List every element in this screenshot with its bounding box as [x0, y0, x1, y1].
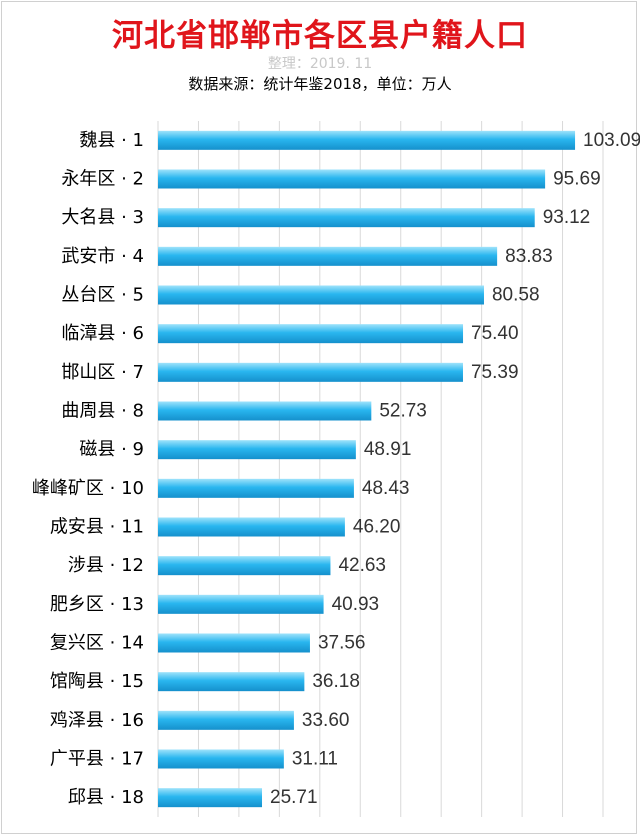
bar [158, 130, 576, 150]
category-label: 涉县 · 12 [68, 555, 144, 576]
value-label: 83.83 [505, 246, 553, 267]
value-label: 36.18 [312, 671, 360, 692]
value-label: 46.20 [353, 517, 401, 538]
bar [158, 517, 345, 537]
category-label: 广平县 · 17 [50, 749, 144, 770]
value-label: 40.93 [332, 594, 380, 615]
value-label: 75.39 [471, 362, 519, 383]
chart-compiled-date: 整理：2019. 11 [267, 56, 373, 72]
chart-source-note: 数据来源：统计年鉴2018，单位：万人 [188, 75, 452, 93]
bar [158, 594, 324, 614]
category-label: 魏县 · 1 [79, 130, 144, 151]
gridlines [157, 121, 604, 817]
value-label: 103.09 [583, 130, 640, 151]
bar [158, 246, 498, 266]
value-label: 33.60 [302, 710, 350, 731]
category-label: 邯山区 · 7 [61, 362, 144, 383]
category-labels: 魏县 · 1 永年区 · 2 大名县 · 3 武安市 · 4 丛台区 · 5 临漳县 · … [32, 130, 144, 808]
value-label: 31.11 [292, 749, 338, 770]
bar [158, 556, 331, 576]
category-label: 大名县 · 3 [61, 207, 144, 228]
value-label: 25.71 [270, 787, 318, 808]
bar [158, 169, 546, 189]
bar [158, 324, 464, 344]
category-label: 鸡泽县 · 16 [50, 710, 144, 731]
category-label: 曲周县 · 8 [61, 401, 144, 422]
category-label: 丛台区 · 5 [61, 285, 144, 306]
category-label: 馆陶县 · 15 [50, 671, 144, 692]
bar [158, 710, 294, 730]
category-label: 邱县 · 18 [68, 787, 144, 808]
category-label: 武安市 · 4 [61, 246, 144, 267]
value-label: 95.69 [553, 169, 601, 190]
bar [158, 285, 484, 305]
value-labels: 103.09 95.69 93.12 83.83 80.58 75.40 75.39 52.7… [270, 130, 640, 808]
category-label: 磁县 · 9 [79, 439, 144, 460]
value-label: 37.56 [318, 633, 366, 654]
bar [158, 208, 535, 228]
bars [158, 130, 576, 808]
bar [158, 362, 463, 382]
value-label: 42.63 [338, 555, 386, 576]
value-label: 52.73 [379, 401, 427, 422]
bar [158, 440, 356, 460]
category-label: 永年区 · 2 [61, 169, 144, 190]
category-label: 成安县 · 11 [50, 517, 144, 538]
value-label: 75.40 [471, 323, 519, 344]
category-label: 临漳县 · 6 [61, 323, 144, 344]
bar [158, 749, 284, 769]
bar [158, 672, 305, 692]
value-label: 48.43 [362, 478, 410, 499]
value-label: 80.58 [492, 285, 540, 306]
value-label: 48.91 [364, 439, 412, 460]
category-label: 肥乡区 · 13 [50, 594, 144, 615]
bar [158, 788, 263, 808]
category-label: 复兴区 · 14 [50, 633, 144, 654]
value-label: 93.12 [543, 207, 591, 228]
bar [158, 633, 310, 653]
bar [158, 478, 354, 498]
category-label: 峰峰矿区 · 10 [32, 478, 144, 499]
bar [158, 401, 372, 421]
chart-title: 河北省邯郸市各区县户籍人口 [112, 18, 528, 54]
